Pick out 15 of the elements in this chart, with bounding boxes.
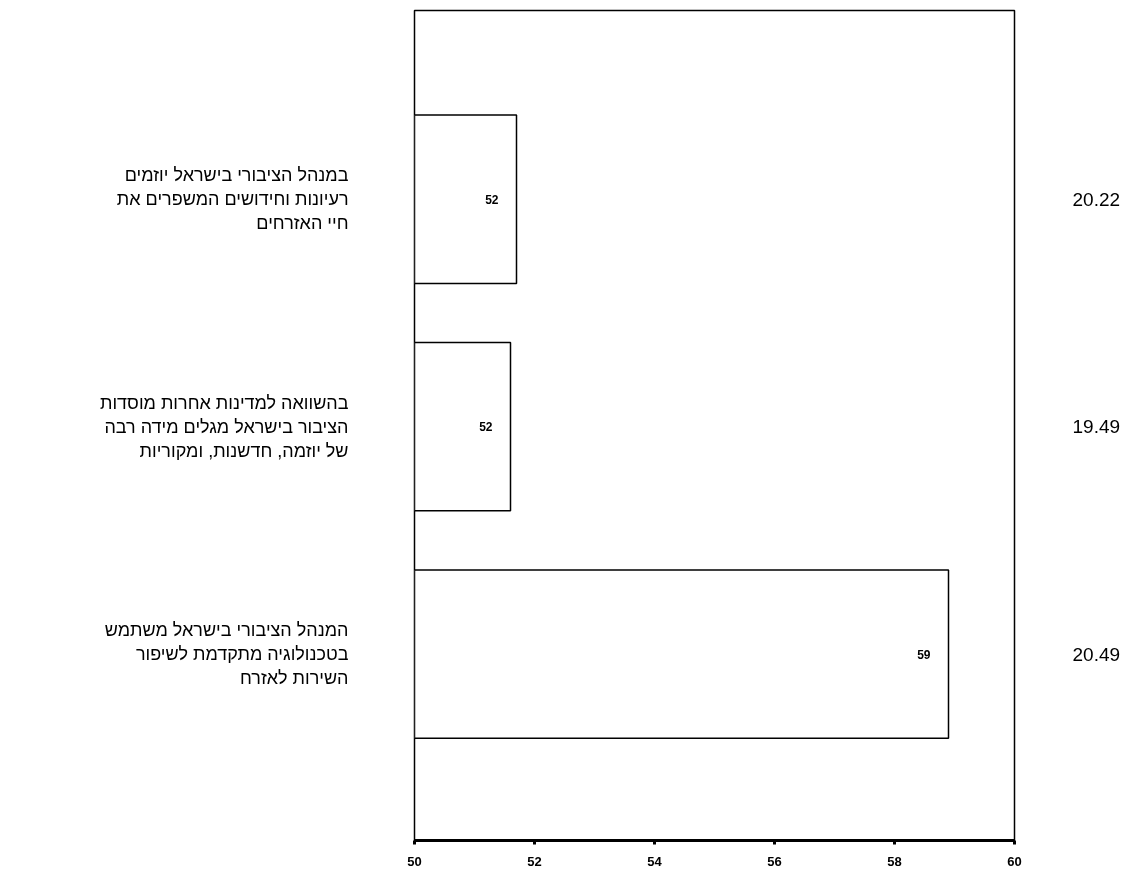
- x-tick-label: 56: [767, 853, 782, 869]
- y-tick-label: בהשוואה למדינות אחרות מוסדות הציבור בישראל מגלים מידה רבה של יוזמה, חדשנות, ומקוריות: [100, 392, 349, 461]
- text: 20.49: [1072, 643, 1121, 665]
- text: 20.22: [1072, 188, 1121, 210]
- x-tick-label: 50: [407, 853, 422, 869]
- data-label: 52: [479, 420, 493, 435]
- data-label: 52: [485, 192, 499, 207]
- x-tick-label: 52: [527, 853, 542, 869]
- x-tick-label: 58: [887, 853, 902, 869]
- x-tick-label: 60: [1007, 853, 1022, 869]
- y-tick-label: המנהל הציבורי בישראל משתמש בטכנולוגיה מתקדמת לשיפור השירות לאזרח: [104, 620, 349, 689]
- data-label: 59: [917, 647, 931, 662]
- x-tick-label: 54: [647, 853, 663, 869]
- text: 19.49: [1072, 416, 1121, 438]
- y-tick-label: במנהל הציבורי בישראל יוזמים רעיונות וחידושים המשפרים את חיי האזרחים: [116, 165, 349, 234]
